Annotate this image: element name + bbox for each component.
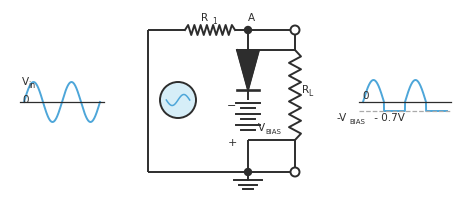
Text: V: V [258, 123, 265, 133]
Text: 0: 0 [362, 91, 368, 101]
Text: V: V [22, 77, 29, 87]
Text: A: A [247, 13, 255, 23]
Text: R: R [302, 85, 309, 95]
Text: +: + [228, 138, 237, 148]
Text: BIAS: BIAS [349, 119, 365, 125]
Circle shape [245, 26, 252, 33]
Text: in: in [28, 82, 35, 90]
Text: 0: 0 [22, 95, 28, 105]
Text: 1: 1 [212, 18, 217, 26]
Circle shape [291, 168, 300, 176]
Text: L: L [308, 89, 312, 99]
Text: R: R [201, 13, 209, 23]
Text: BIAS: BIAS [265, 129, 281, 135]
Text: −: − [228, 101, 237, 111]
Text: - 0.7V: - 0.7V [371, 113, 405, 123]
Circle shape [245, 168, 252, 176]
Polygon shape [237, 50, 259, 90]
Text: -V: -V [337, 113, 347, 123]
Circle shape [160, 82, 196, 118]
Circle shape [291, 26, 300, 35]
